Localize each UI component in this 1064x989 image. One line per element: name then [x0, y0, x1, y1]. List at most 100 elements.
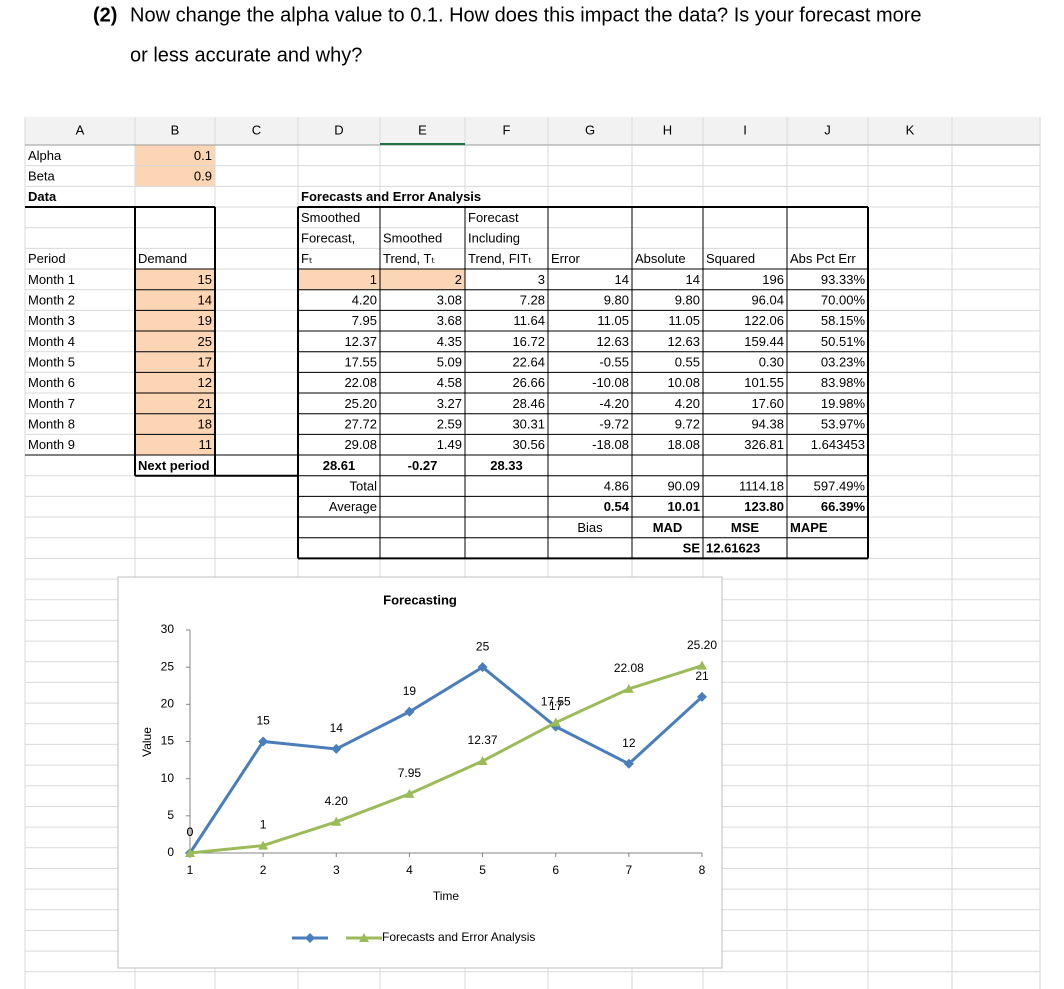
data-label: 22.08 [614, 661, 644, 675]
highlighted-cell [135, 289, 215, 311]
cell-text: 0.1 [194, 148, 212, 163]
column-header: A [76, 122, 85, 137]
column-header: I [743, 122, 747, 137]
marker [404, 788, 415, 798]
column-header: C [252, 122, 261, 137]
highlighted-cell [135, 165, 215, 187]
y-tick-label: 0 [167, 845, 174, 859]
cell-text: 3.68 [437, 313, 462, 328]
cell-text: 9.80 [604, 292, 629, 307]
y-tick-label: 5 [167, 808, 174, 822]
question-line: or less accurate and why? [130, 44, 362, 66]
marker [477, 756, 488, 766]
cell-text: 12 [198, 375, 212, 390]
cell-text: 30.56 [512, 437, 545, 452]
cell-text: 19 [198, 313, 212, 328]
cell-text: Month 7 [28, 396, 75, 411]
marker [550, 717, 561, 727]
chart-title: Forecasting [383, 592, 457, 607]
cell-text: Trend, Tₜ [383, 251, 435, 266]
cell-text: 96.04 [751, 292, 784, 307]
cell-text: Forecasts and Error Analysis [301, 189, 481, 204]
cell-text: Total [350, 478, 378, 493]
cell-text: 21 [198, 396, 212, 411]
cell-text: 4.58 [437, 375, 462, 390]
marker [477, 662, 488, 673]
cell-text: Error [551, 251, 581, 266]
column-header: G [585, 122, 595, 137]
cell-text: MAPE [790, 520, 828, 535]
question-line: Now change the alpha value to 0.1. How d… [130, 4, 922, 26]
cell-text: 17.55 [344, 354, 377, 369]
cell-text: 66.39% [821, 499, 866, 514]
cell-text: Bias [577, 520, 603, 535]
cell-text: 4.86 [604, 478, 629, 493]
cell-text: Period [28, 251, 66, 266]
cell-text: Month 1 [28, 272, 75, 287]
cell-text: 18.08 [667, 437, 700, 452]
cell-text: 2 [455, 272, 462, 287]
cell-text: -4.20 [599, 396, 629, 411]
cell-text: 4.35 [437, 334, 462, 349]
cell-text: Including [468, 230, 520, 245]
cell-text: Beta [28, 168, 56, 183]
y-tick-label: 25 [161, 659, 175, 673]
cell-text: 28.46 [512, 396, 545, 411]
cell-text: 12.63 [596, 334, 629, 349]
highlighted-cell [135, 145, 215, 166]
cell-text: Month 4 [28, 334, 75, 349]
cell-text: 11 [199, 437, 213, 452]
data-label: 19 [403, 684, 417, 698]
cell-text: Average [329, 499, 377, 514]
x-tick-label: 1 [187, 863, 194, 877]
highlighted-cell [135, 393, 215, 414]
marker [331, 743, 342, 754]
cell-text: 0.30 [759, 354, 784, 369]
x-tick-label: 2 [260, 863, 267, 877]
cell-text: 83.98% [821, 375, 866, 390]
cell-text: 12.63 [667, 334, 700, 349]
marker [623, 758, 634, 769]
cell-text: 10.08 [667, 375, 700, 390]
x-tick-label: 5 [479, 863, 486, 877]
cell-text: 25 [198, 334, 212, 349]
cell-text: -18.08 [592, 437, 629, 452]
marker [359, 933, 369, 942]
data-label: 15 [256, 714, 270, 728]
cell-text: 53.97% [821, 416, 866, 431]
cell-text: MSE [731, 520, 760, 535]
marker [623, 683, 634, 693]
column-header: F [503, 122, 511, 137]
marker [404, 706, 415, 717]
data-label: 25.20 [687, 638, 717, 652]
marker [185, 848, 195, 857]
cell-text: Alpha [28, 148, 62, 163]
cell-text: 3 [538, 272, 545, 287]
cell-text: Month 5 [28, 354, 75, 369]
cell-text: 22.08 [344, 375, 377, 390]
cell-text: 10.01 [667, 499, 700, 514]
cell-text: -10.08 [592, 375, 629, 390]
cell-text: 29.08 [344, 437, 377, 452]
cell-text: Month 3 [28, 313, 75, 328]
cell-text: 11.64 [513, 313, 545, 328]
series-line [188, 665, 704, 854]
cell-text: -0.55 [599, 354, 629, 369]
cell-text: 7.28 [520, 292, 545, 307]
cell-text: 26.66 [512, 375, 545, 390]
cell-text: 90.09 [667, 478, 700, 493]
cell-text: 14 [198, 292, 212, 307]
data-label: 21 [695, 669, 709, 683]
x-tick-label: 3 [333, 863, 340, 877]
cell-text: 58.15% [821, 313, 866, 328]
cell-text: 1.49 [437, 437, 462, 452]
cell-text: SE [683, 541, 701, 556]
cell-text: 25.20 [344, 396, 377, 411]
cell-text: Trend, FITₜ [468, 251, 532, 266]
cell-text: 196 [762, 272, 784, 287]
cell-text: -9.72 [599, 416, 629, 431]
data-label: 14 [330, 721, 344, 735]
cell-text: 0.9 [194, 168, 212, 183]
cell-text: 12.61623 [706, 541, 760, 556]
